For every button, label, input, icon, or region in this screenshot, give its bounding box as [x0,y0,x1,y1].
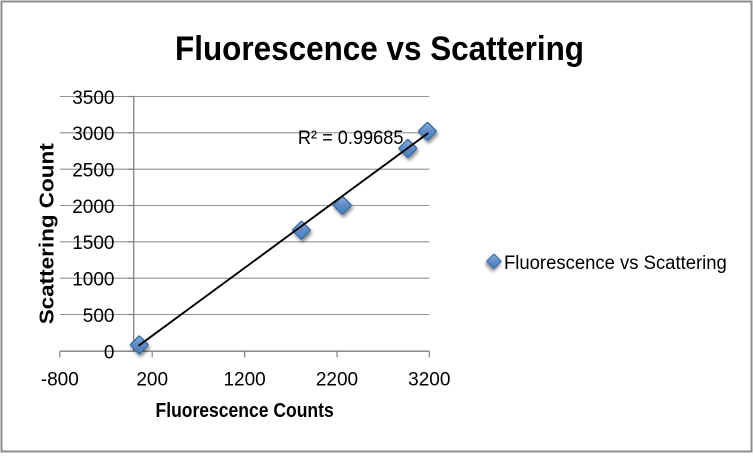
svg-text:Fluorescence vs Scattering: Fluorescence vs Scattering [175,30,584,68]
svg-text:1200: 1200 [223,369,265,390]
svg-text:2500: 2500 [72,161,114,182]
svg-text:R² = 0.99685: R² = 0.99685 [298,128,404,149]
svg-text:2000: 2000 [72,197,114,218]
svg-text:200: 200 [136,369,168,390]
svg-text:1000: 1000 [72,270,114,291]
svg-text:3500: 3500 [72,88,114,109]
svg-text:0: 0 [104,343,115,364]
svg-text:Fluorescence Counts: Fluorescence Counts [156,400,334,422]
svg-text:Scattering Count: Scattering Count [36,143,58,324]
svg-text:500: 500 [83,306,115,327]
svg-text:3200: 3200 [408,369,450,390]
svg-text:2200: 2200 [316,369,358,390]
svg-text:Fluorescence vs Scattering: Fluorescence vs Scattering [504,252,727,274]
svg-text:1500: 1500 [72,233,114,254]
svg-text:-800: -800 [41,369,79,390]
svg-text:3000: 3000 [72,124,114,145]
